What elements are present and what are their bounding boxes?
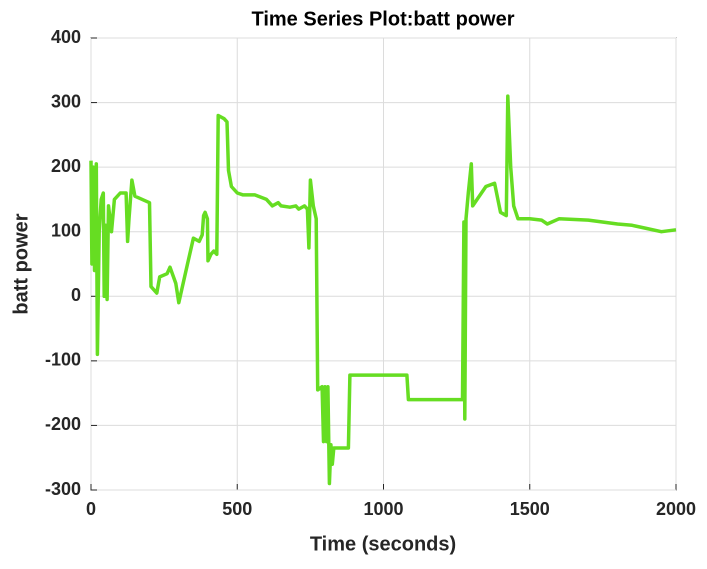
y-tick-label: 100 xyxy=(51,220,81,240)
y-tick-label: -300 xyxy=(45,479,81,499)
y-tick-label: 300 xyxy=(51,91,81,111)
y-tick-label: -100 xyxy=(45,350,81,370)
x-tick-label: 2000 xyxy=(656,499,696,519)
y-tick-label: 400 xyxy=(51,27,81,47)
y-tick-label: 0 xyxy=(71,285,81,305)
x-axis-label: Time (seconds) xyxy=(310,533,456,555)
x-tick-label: 1000 xyxy=(363,499,403,519)
chart-title: Time Series Plot:batt power xyxy=(251,8,514,30)
y-tick-label: 200 xyxy=(51,156,81,176)
x-tick-label: 500 xyxy=(222,499,252,519)
x-tick-label: 0 xyxy=(86,499,96,519)
data-line xyxy=(89,94,677,486)
y-axis-label: batt power xyxy=(10,213,32,314)
y-tick-label: -200 xyxy=(45,414,81,434)
grid xyxy=(90,37,677,491)
x-tick-label: 1500 xyxy=(510,499,550,519)
marks xyxy=(89,94,677,486)
